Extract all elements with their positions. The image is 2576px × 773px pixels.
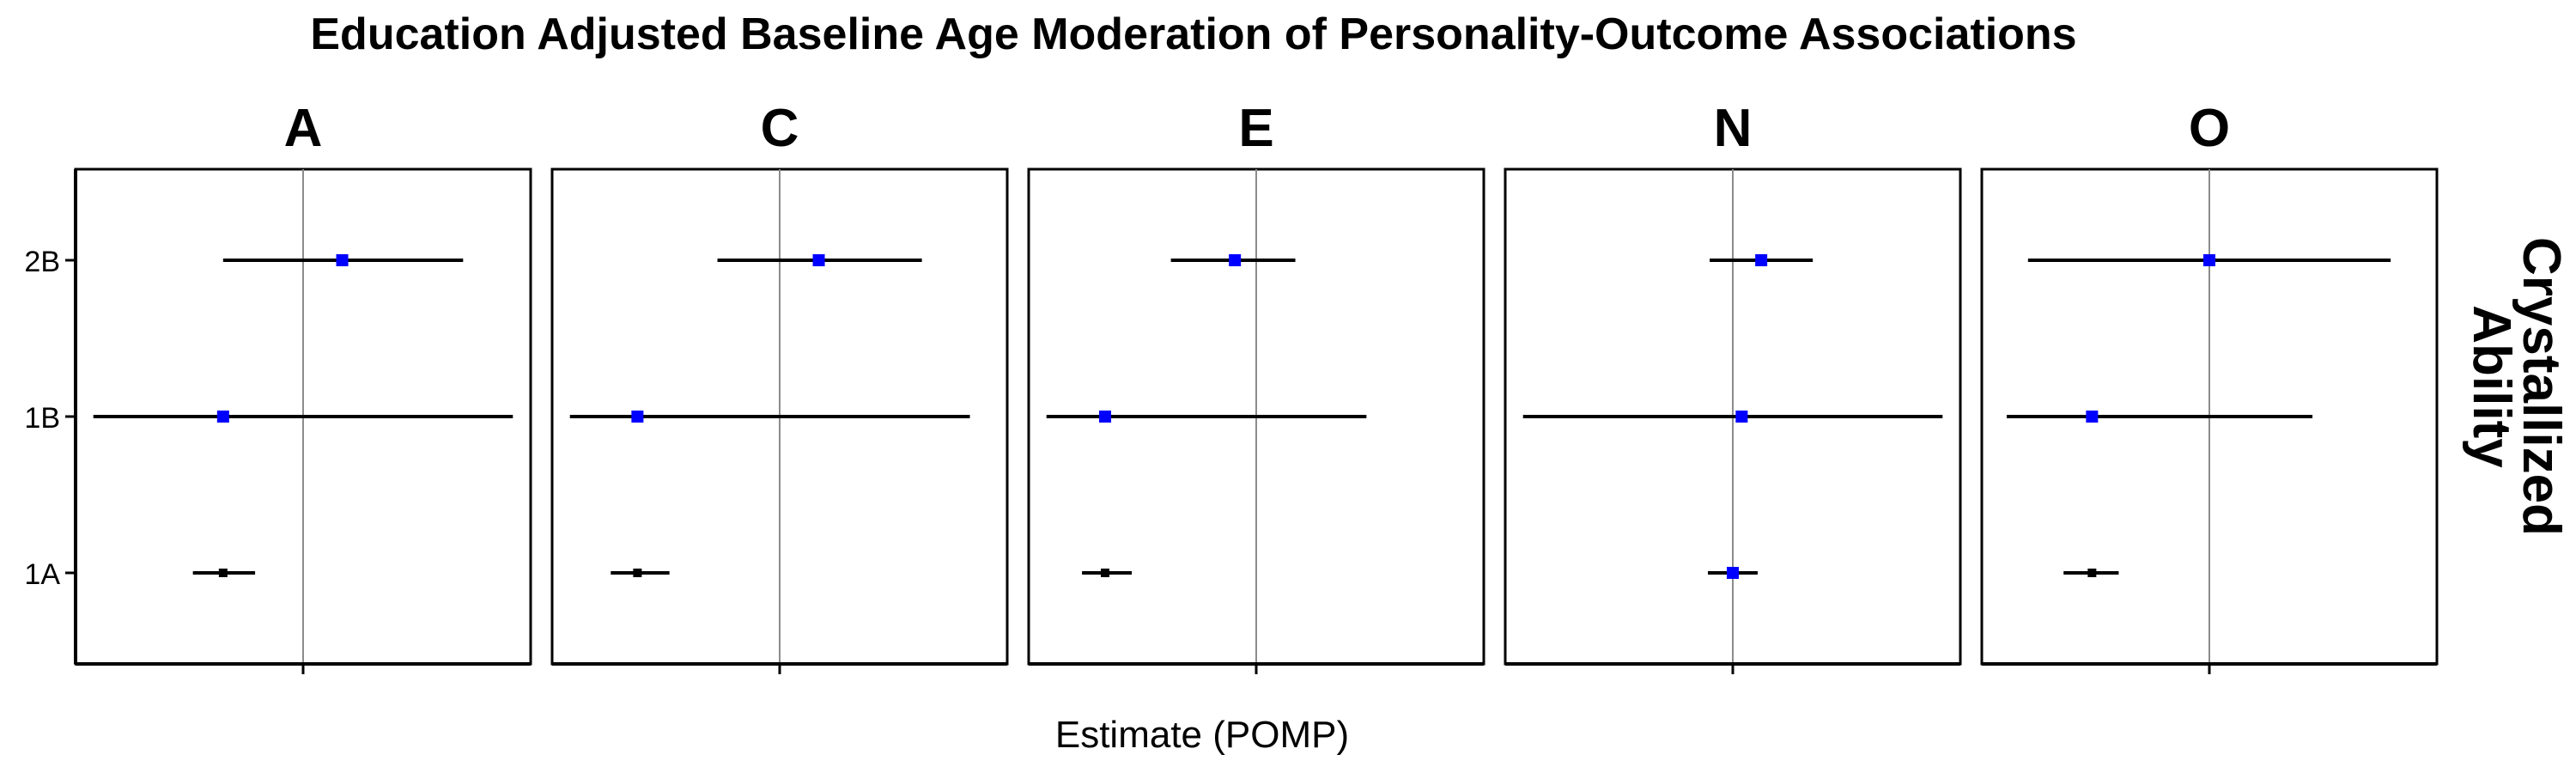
estimate-1b	[569, 411, 970, 423]
chart-title: Education Adjusted Baseline Age Moderati…	[310, 9, 2076, 59]
estimate-1a	[611, 569, 670, 577]
estimate-1b	[2006, 411, 2313, 423]
estimate-1b	[93, 411, 513, 423]
x-axis-label: Estimate (POMP)	[1055, 714, 1349, 756]
point-estimate	[631, 411, 644, 423]
estimate-1b	[1522, 411, 1943, 423]
estimate-2b	[222, 254, 464, 266]
y-axis-labels: 1A 1B 2B	[24, 169, 77, 664]
estimate-2b	[1710, 254, 1814, 266]
estimate-2b	[2027, 254, 2391, 266]
estimate-1a	[192, 569, 256, 577]
y-tick-label: 2B	[24, 246, 60, 278]
estimate-2b	[1170, 254, 1296, 266]
panel-strip-label: A	[284, 99, 323, 158]
panel-a: A	[74, 99, 532, 674]
panel-strip-label: O	[2189, 99, 2230, 158]
panel-strip-label: E	[1238, 99, 1273, 158]
panel-strip-label: N	[1714, 99, 1753, 158]
point-estimate	[2203, 254, 2215, 266]
point-estimate	[1755, 254, 1768, 266]
point-estimate	[218, 569, 228, 577]
panel-o: O	[1980, 99, 2439, 674]
estimate-1b	[1046, 411, 1367, 423]
estimate-1a	[1708, 567, 1758, 579]
panel-e: E	[1027, 99, 1485, 674]
point-estimate	[2087, 569, 2097, 577]
point-estimate	[633, 569, 642, 577]
panel-c: C	[550, 99, 1009, 674]
point-estimate	[1735, 411, 1748, 423]
estimate-1a	[2063, 569, 2119, 577]
panel-n: N	[1504, 99, 1962, 674]
point-estimate	[1099, 411, 1112, 423]
facet-row-strip: CrystallizedAbility	[2462, 237, 2571, 536]
estimate-1a	[1082, 569, 1133, 577]
point-estimate	[216, 411, 229, 423]
point-estimate	[1727, 567, 1739, 579]
panel-strip-label: C	[761, 99, 799, 158]
point-estimate	[1229, 254, 1242, 266]
y-tick-label: 1B	[24, 402, 60, 435]
point-estimate	[336, 254, 349, 266]
facet-row-label: CrystallizedAbility	[2462, 237, 2571, 536]
y-tick-label: 1A	[24, 558, 60, 591]
point-estimate	[2086, 411, 2099, 423]
point-estimate	[1101, 569, 1110, 577]
point-estimate	[812, 254, 825, 266]
estimate-2b	[717, 254, 922, 266]
